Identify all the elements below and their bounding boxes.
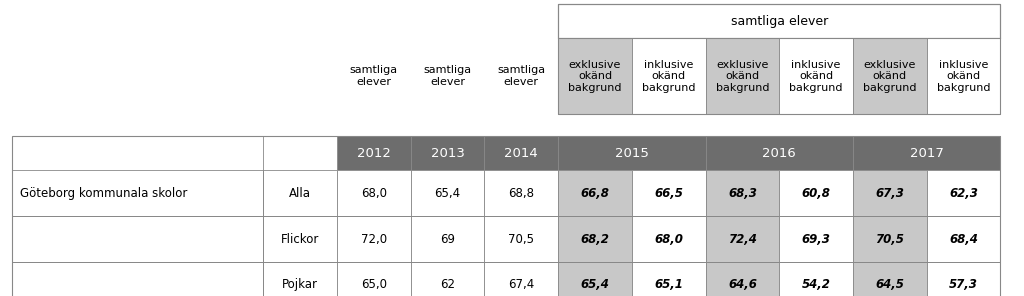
Text: samtliga elever: samtliga elever (731, 15, 827, 28)
Bar (853, 216, 927, 262)
Text: Göteborg kommunala skolor: Göteborg kommunala skolor (20, 187, 187, 200)
Bar (484, 170, 558, 216)
Text: 2017: 2017 (909, 147, 944, 160)
Bar (337, 216, 411, 262)
Bar (484, 262, 558, 296)
Bar (558, 38, 632, 114)
Bar (411, 136, 484, 170)
Text: 70,5: 70,5 (508, 233, 535, 245)
Bar (779, 170, 853, 216)
Text: 64,5: 64,5 (876, 279, 904, 291)
Bar (706, 136, 853, 170)
Text: 65,0: 65,0 (360, 279, 387, 291)
Bar (632, 170, 706, 216)
Bar (853, 136, 1000, 170)
Text: 68,0: 68,0 (360, 187, 387, 200)
Text: 72,0: 72,0 (360, 233, 387, 245)
Bar (411, 216, 484, 262)
Text: 54,2: 54,2 (802, 279, 830, 291)
Text: 68,3: 68,3 (728, 187, 757, 200)
Bar (706, 262, 779, 296)
Bar (484, 38, 558, 114)
Text: 69,3: 69,3 (802, 233, 830, 245)
Text: 66,5: 66,5 (654, 187, 683, 200)
Bar (263, 216, 337, 262)
Text: 67,4: 67,4 (508, 279, 535, 291)
Text: 57,3: 57,3 (949, 279, 978, 291)
Bar (12, 136, 337, 170)
Bar (558, 170, 632, 216)
Bar (12, 262, 263, 296)
Text: inklusive
okänd
bakgrund: inklusive okänd bakgrund (937, 59, 990, 93)
Text: 2012: 2012 (356, 147, 391, 160)
Text: 68,0: 68,0 (654, 233, 683, 245)
Bar (853, 262, 927, 296)
Text: 2015: 2015 (614, 147, 649, 160)
Bar (558, 4, 1000, 114)
Bar (632, 216, 706, 262)
Text: 60,8: 60,8 (802, 187, 830, 200)
Text: 2016: 2016 (763, 147, 796, 160)
Bar (927, 170, 1000, 216)
Bar (411, 170, 484, 216)
Bar (484, 216, 558, 262)
Text: Alla: Alla (289, 187, 311, 200)
Text: samtliga
elever: samtliga elever (424, 65, 471, 87)
Text: 67,3: 67,3 (876, 187, 904, 200)
Bar (927, 262, 1000, 296)
Bar (927, 38, 1000, 114)
Bar (411, 38, 484, 114)
Text: exklusive
okänd
bakgrund: exklusive okänd bakgrund (716, 59, 769, 93)
Bar (632, 38, 706, 114)
Bar (779, 216, 853, 262)
Text: 68,4: 68,4 (949, 233, 978, 245)
Bar (411, 262, 484, 296)
Bar (706, 38, 779, 114)
Text: 69: 69 (440, 233, 455, 245)
Bar (337, 38, 411, 114)
Bar (12, 216, 263, 262)
Bar (558, 136, 706, 170)
Bar (337, 262, 411, 296)
Text: 64,6: 64,6 (728, 279, 757, 291)
Text: 62: 62 (440, 279, 455, 291)
Text: 68,2: 68,2 (581, 233, 609, 245)
Bar (558, 216, 632, 262)
Text: 65,4: 65,4 (434, 187, 461, 200)
Text: inklusive
okänd
bakgrund: inklusive okänd bakgrund (790, 59, 843, 93)
Text: 2014: 2014 (505, 147, 538, 160)
Text: samtliga
elever: samtliga elever (498, 65, 545, 87)
Bar (12, 136, 1000, 296)
Bar (706, 216, 779, 262)
Text: Pojkar: Pojkar (282, 279, 318, 291)
Text: inklusive
okänd
bakgrund: inklusive okänd bakgrund (642, 59, 695, 93)
Text: exklusive
okänd
bakgrund: exklusive okänd bakgrund (568, 59, 622, 93)
Text: 70,5: 70,5 (876, 233, 904, 245)
Text: 65,4: 65,4 (581, 279, 609, 291)
Bar (558, 4, 1000, 38)
Bar (337, 136, 411, 170)
Text: 68,8: 68,8 (508, 187, 535, 200)
Bar (337, 170, 411, 216)
Text: 62,3: 62,3 (949, 187, 978, 200)
Text: 72,4: 72,4 (728, 233, 757, 245)
Text: 65,1: 65,1 (654, 279, 683, 291)
Bar (853, 170, 927, 216)
Text: 66,8: 66,8 (581, 187, 609, 200)
Bar (779, 38, 853, 114)
Bar (263, 262, 337, 296)
Bar (706, 170, 779, 216)
Text: samtliga
elever: samtliga elever (350, 65, 397, 87)
Bar (484, 136, 558, 170)
Bar (927, 216, 1000, 262)
Text: Flickor: Flickor (281, 233, 319, 245)
Bar (263, 170, 337, 216)
Bar (853, 38, 927, 114)
Bar (779, 262, 853, 296)
Bar (632, 262, 706, 296)
Text: 2013: 2013 (430, 147, 465, 160)
Bar (12, 170, 263, 216)
Text: exklusive
okänd
bakgrund: exklusive okänd bakgrund (863, 59, 916, 93)
Bar (558, 262, 632, 296)
